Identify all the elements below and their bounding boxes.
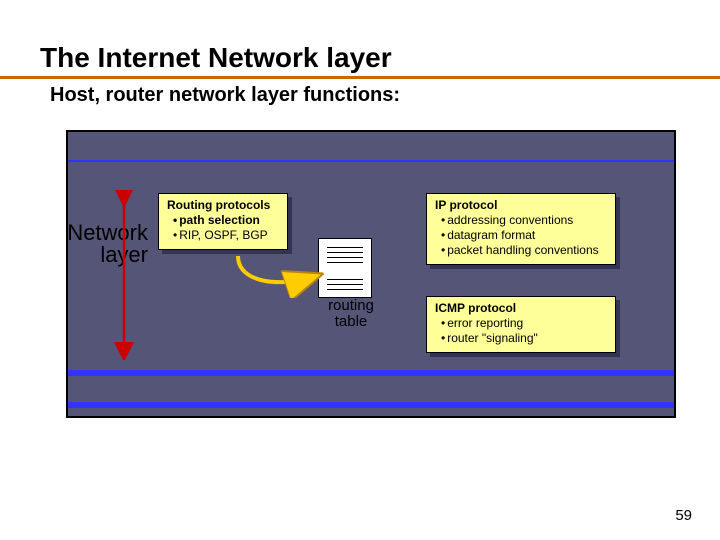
network-layer-label: Network layer bbox=[38, 222, 148, 266]
icmp-protocol-bullet-2: router "signaling" bbox=[435, 331, 607, 346]
routing-table-caption: routing table bbox=[314, 298, 388, 330]
routing-protocols-bullet-1: path selection bbox=[167, 213, 279, 228]
transport-divider bbox=[68, 160, 674, 162]
ip-protocol-bullet-1: addressing conventions bbox=[435, 213, 607, 228]
ip-protocol-bullet-2: datagram format bbox=[435, 228, 607, 243]
routing-table-line1: routing bbox=[314, 298, 388, 314]
ip-protocol-box: IP protocol addressing conventions datag… bbox=[426, 193, 616, 265]
slide-number: 59 bbox=[675, 507, 692, 524]
network-layer-line1: Network bbox=[38, 222, 148, 244]
slide-title: The Internet Network layer bbox=[40, 42, 392, 74]
ip-protocol-title: IP protocol bbox=[435, 198, 497, 212]
routing-table-line2: table bbox=[314, 314, 388, 330]
routing-protocols-box: Routing protocols path selection RIP, OS… bbox=[158, 193, 288, 250]
routing-protocols-title: Routing protocols bbox=[167, 198, 270, 212]
icmp-protocol-box: ICMP protocol error reporting router "si… bbox=[426, 296, 616, 353]
network-link-divider bbox=[68, 370, 674, 376]
icmp-protocol-bullet-1: error reporting bbox=[435, 316, 607, 331]
slide-subtitle: Host, router network layer functions: bbox=[50, 84, 400, 107]
title-rule bbox=[0, 76, 720, 79]
routing-table-icon bbox=[318, 238, 372, 298]
link-physical-divider bbox=[68, 402, 674, 408]
ip-protocol-bullet-3: packet handling conventions bbox=[435, 243, 607, 258]
network-layer-line2: layer bbox=[38, 244, 148, 266]
icmp-protocol-title: ICMP protocol bbox=[435, 301, 516, 315]
routing-protocols-bullet-2: RIP, OSPF, BGP bbox=[167, 228, 279, 243]
